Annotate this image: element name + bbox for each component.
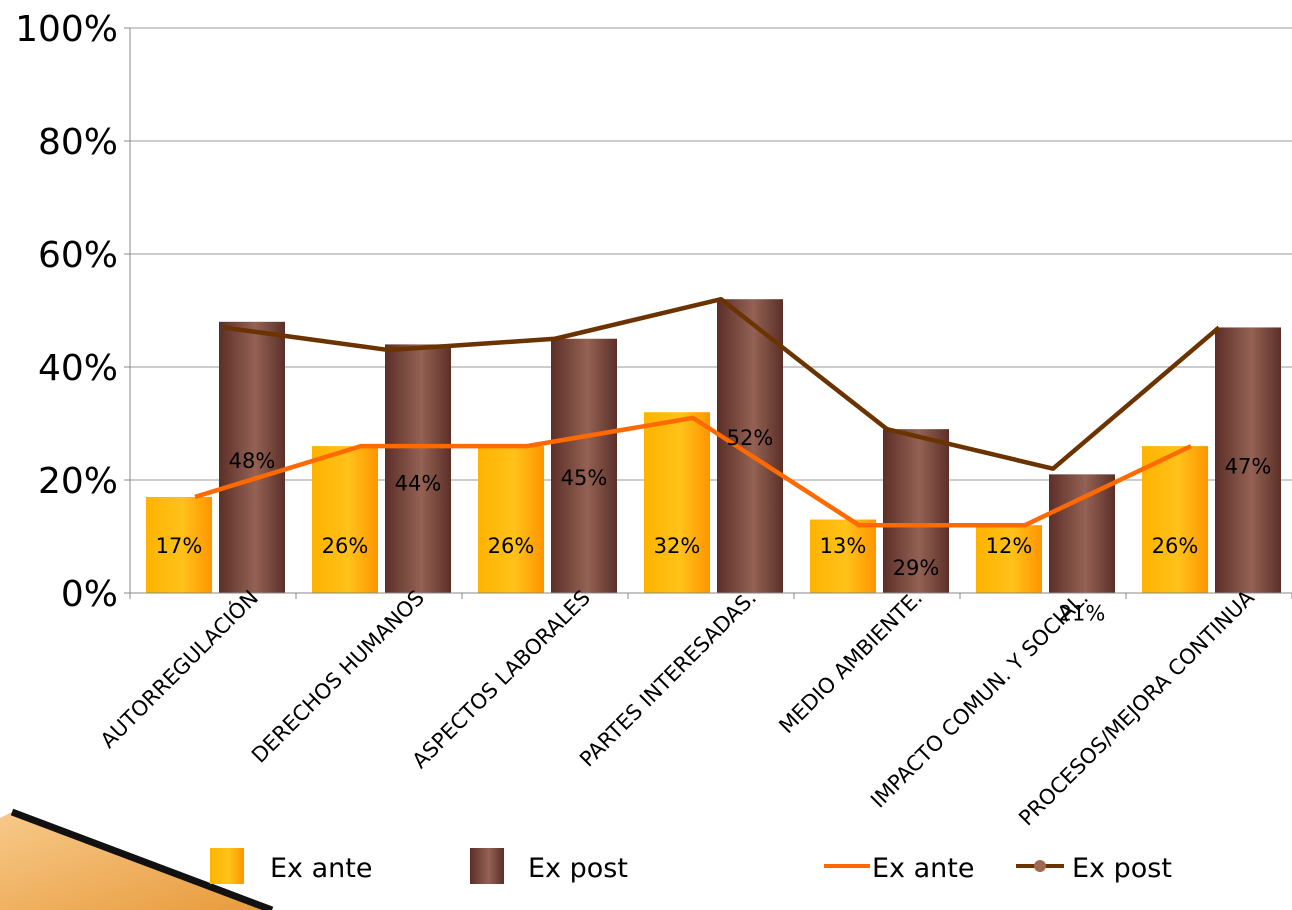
bar-ex-post	[385, 344, 451, 593]
data-label: 44%	[395, 471, 442, 495]
bar-ex-post	[1049, 474, 1115, 593]
data-label: 29%	[893, 556, 940, 580]
x-tick-label: AUTORREGULACIÓN	[95, 585, 263, 753]
bar-ex-post	[717, 299, 783, 593]
data-label: 13%	[820, 534, 867, 558]
bar-ex-ante	[1142, 446, 1208, 593]
bar-ex-ante	[644, 412, 710, 593]
data-label: 12%	[986, 534, 1033, 558]
bar-ex-post	[219, 321, 285, 593]
corner-swoosh-edge	[10, 808, 274, 910]
data-label: 26%	[488, 534, 535, 558]
x-tick-label: ASPECTOS LABORALES	[408, 586, 596, 774]
y-tick-label: 60%	[38, 235, 118, 276]
data-label: 21%	[1059, 601, 1106, 625]
data-label: 32%	[654, 534, 701, 558]
bar-ex-post	[883, 429, 949, 593]
line-series-ex-ante	[194, 415, 1192, 528]
bar-ex-ante	[146, 496, 212, 593]
data-label: 17%	[156, 534, 203, 558]
bar-ex-ante	[478, 446, 544, 593]
x-tick-label: MEDIO AMBIENTE.	[774, 586, 927, 739]
legend-swatch-ex-post-bar	[470, 848, 504, 884]
legend-label: Ex ante	[270, 853, 372, 884]
legend-swatch-ex-ante-bar	[210, 848, 244, 884]
y-tick-label: 0%	[61, 574, 118, 615]
bar-ex-ante	[810, 519, 876, 593]
x-tick-label: DERECHOS HUMANOS	[247, 586, 429, 768]
x-tick-label: PARTES INTERESADAS.	[575, 586, 761, 772]
bar-ex-ante	[312, 446, 378, 593]
y-tick-label: 80%	[38, 122, 118, 163]
data-label: 26%	[1152, 534, 1199, 558]
data-label: 52%	[727, 426, 774, 450]
y-tick-label: 40%	[38, 348, 118, 389]
data-label: 48%	[229, 449, 276, 473]
legend-label: Ex ante	[872, 853, 974, 884]
bar-ex-post	[1215, 327, 1281, 593]
legend-label: Ex post	[528, 853, 628, 884]
data-label: 45%	[561, 466, 608, 490]
legend-marker-ex-post	[1034, 860, 1046, 872]
data-label: 47%	[1225, 454, 1272, 478]
bar-ex-ante	[976, 525, 1042, 593]
y-tick-label: 20%	[38, 461, 118, 502]
bar-ex-post	[551, 338, 617, 593]
line-series-ex-post	[222, 296, 1221, 471]
data-label: 26%	[322, 534, 369, 558]
y-tick-label: 100%	[15, 9, 118, 50]
legend-label: Ex post	[1072, 853, 1172, 884]
